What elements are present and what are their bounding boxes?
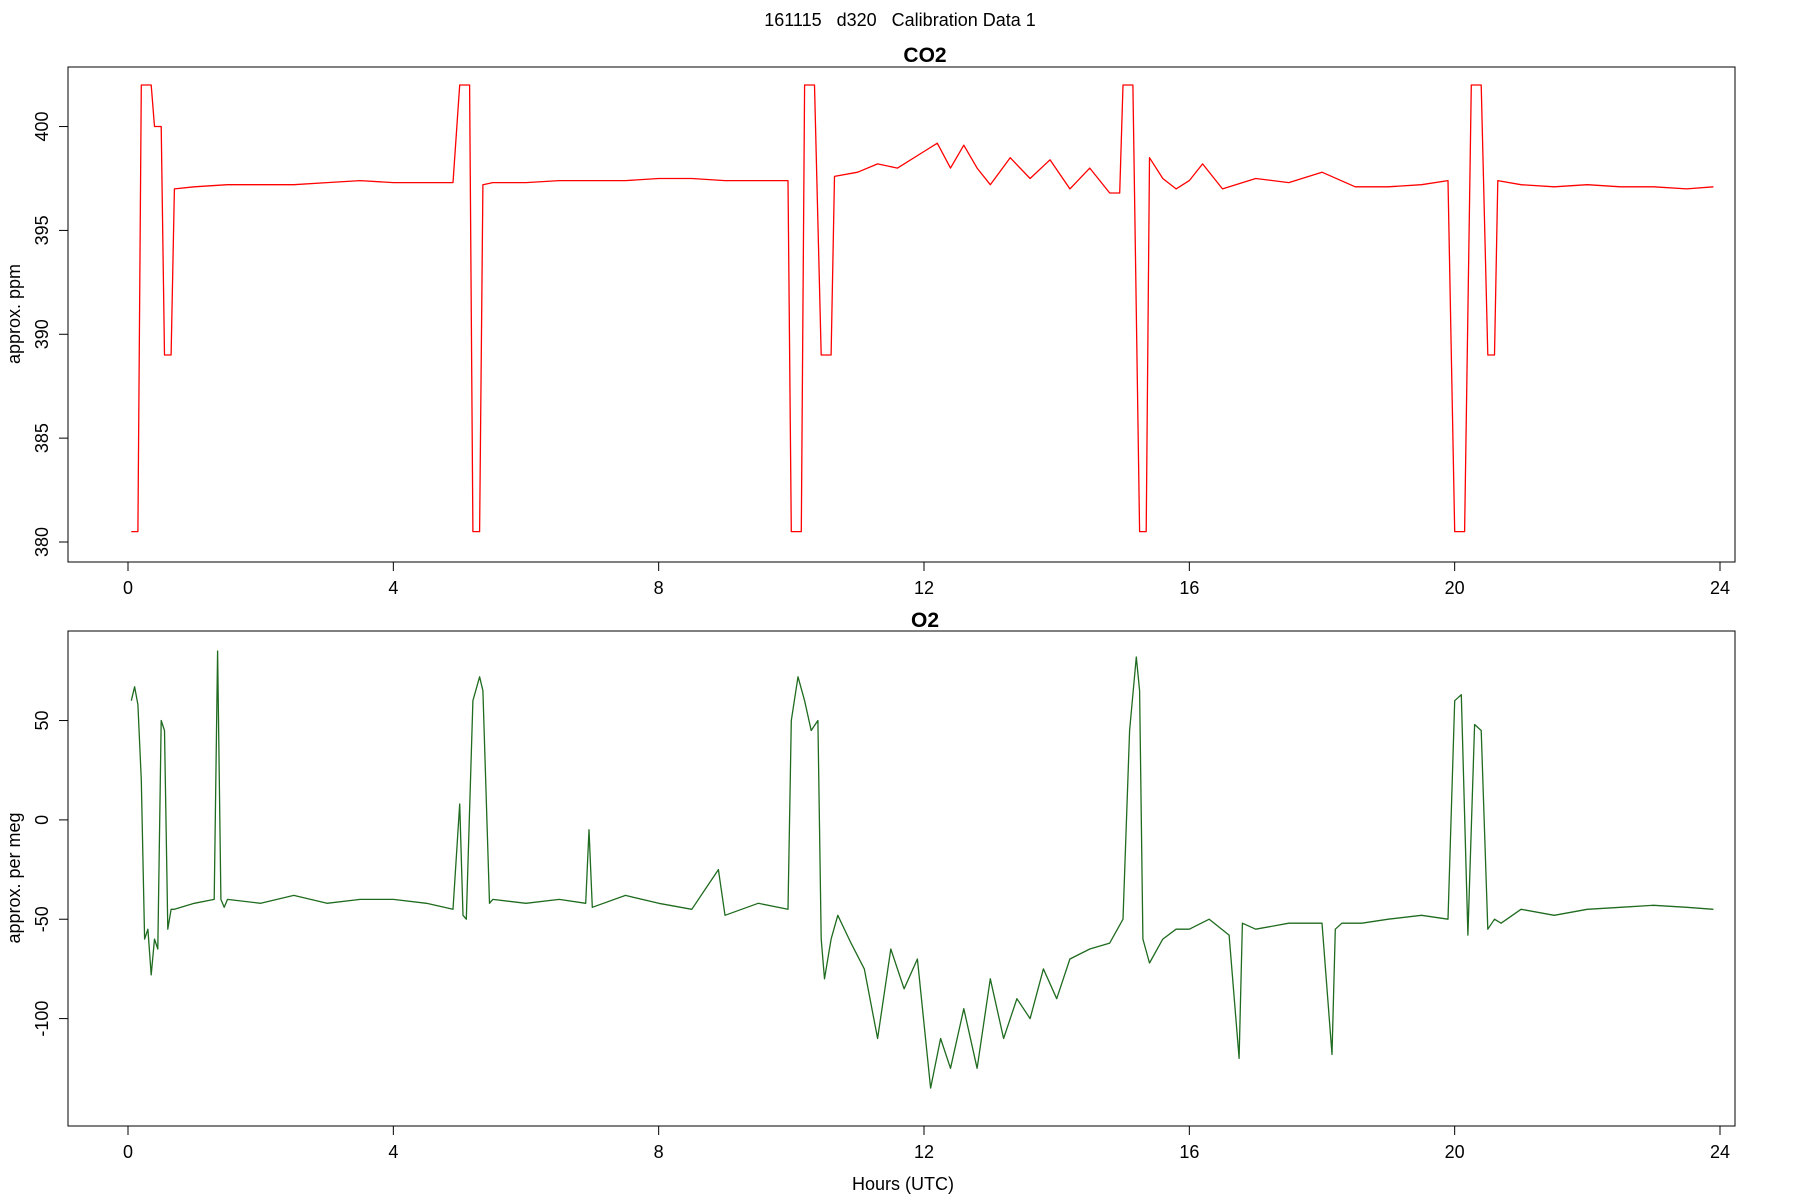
o2-plot-frame <box>67 630 1736 1127</box>
co2-x-tick-label: 16 <box>1179 578 1199 598</box>
co2-x-tick-label: 12 <box>914 578 934 598</box>
o2-y-axis-label: approx. per meg <box>4 812 24 943</box>
co2-y-axis-label: approx. ppm <box>4 264 24 364</box>
o2-panel: O2 approx. per meg 0 4 8 12 16 20 24 -100 -50 0 5… <box>4 609 1736 1162</box>
o2-y-tick-label: 50 <box>32 711 52 731</box>
co2-y-axis: 380 385 390 395 400 <box>32 112 69 557</box>
o2-x-tick-label: 20 <box>1445 1142 1465 1162</box>
o2-series-line <box>130 650 1714 1089</box>
co2-y-tick-label: 390 <box>32 319 52 349</box>
co2-x-tick-label: 4 <box>388 578 398 598</box>
co2-x-tick-label: 0 <box>123 578 133 598</box>
o2-x-tick-label: 16 <box>1179 1142 1199 1162</box>
co2-y-tick-label: 400 <box>32 112 52 142</box>
co2-x-axis: 0 4 8 12 16 20 24 <box>123 561 1730 598</box>
co2-x-tick-label: 8 <box>654 578 664 598</box>
co2-series-group <box>131 84 1714 533</box>
o2-x-tick-label: 12 <box>914 1142 934 1162</box>
co2-y-tick-label: 380 <box>32 527 52 557</box>
co2-plot-frame <box>67 66 1736 563</box>
co2-series-line <box>131 84 1714 533</box>
co2-x-tick-label: 20 <box>1445 578 1465 598</box>
o2-x-axis: 0 4 8 12 16 20 24 <box>123 1125 1730 1162</box>
o2-y-tick-label: -100 <box>32 1001 52 1037</box>
o2-x-tick-label: 24 <box>1710 1142 1730 1162</box>
figure-title: 161115 d320 Calibration Data 1 <box>764 10 1036 30</box>
o2-x-tick-label: 0 <box>123 1142 133 1162</box>
o2-x-tick-label: 8 <box>654 1142 664 1162</box>
co2-panel: CO2 approx. ppm 0 4 8 12 16 20 24 380 385 390 395… <box>4 44 1736 598</box>
o2-panel-title: O2 <box>911 609 939 632</box>
o2-y-tick-label: 0 <box>32 815 52 825</box>
o2-y-axis: -100 -50 0 50 <box>32 711 69 1037</box>
co2-y-tick-label: 385 <box>32 423 52 453</box>
co2-panel-title: CO2 <box>903 44 946 67</box>
o2-series-group <box>130 650 1714 1089</box>
co2-y-tick-label: 395 <box>32 215 52 245</box>
x-axis-label: Hours (UTC) <box>852 1174 954 1194</box>
o2-y-tick-label: -50 <box>32 906 52 932</box>
o2-x-tick-label: 4 <box>388 1142 398 1162</box>
co2-x-tick-label: 24 <box>1710 578 1730 598</box>
